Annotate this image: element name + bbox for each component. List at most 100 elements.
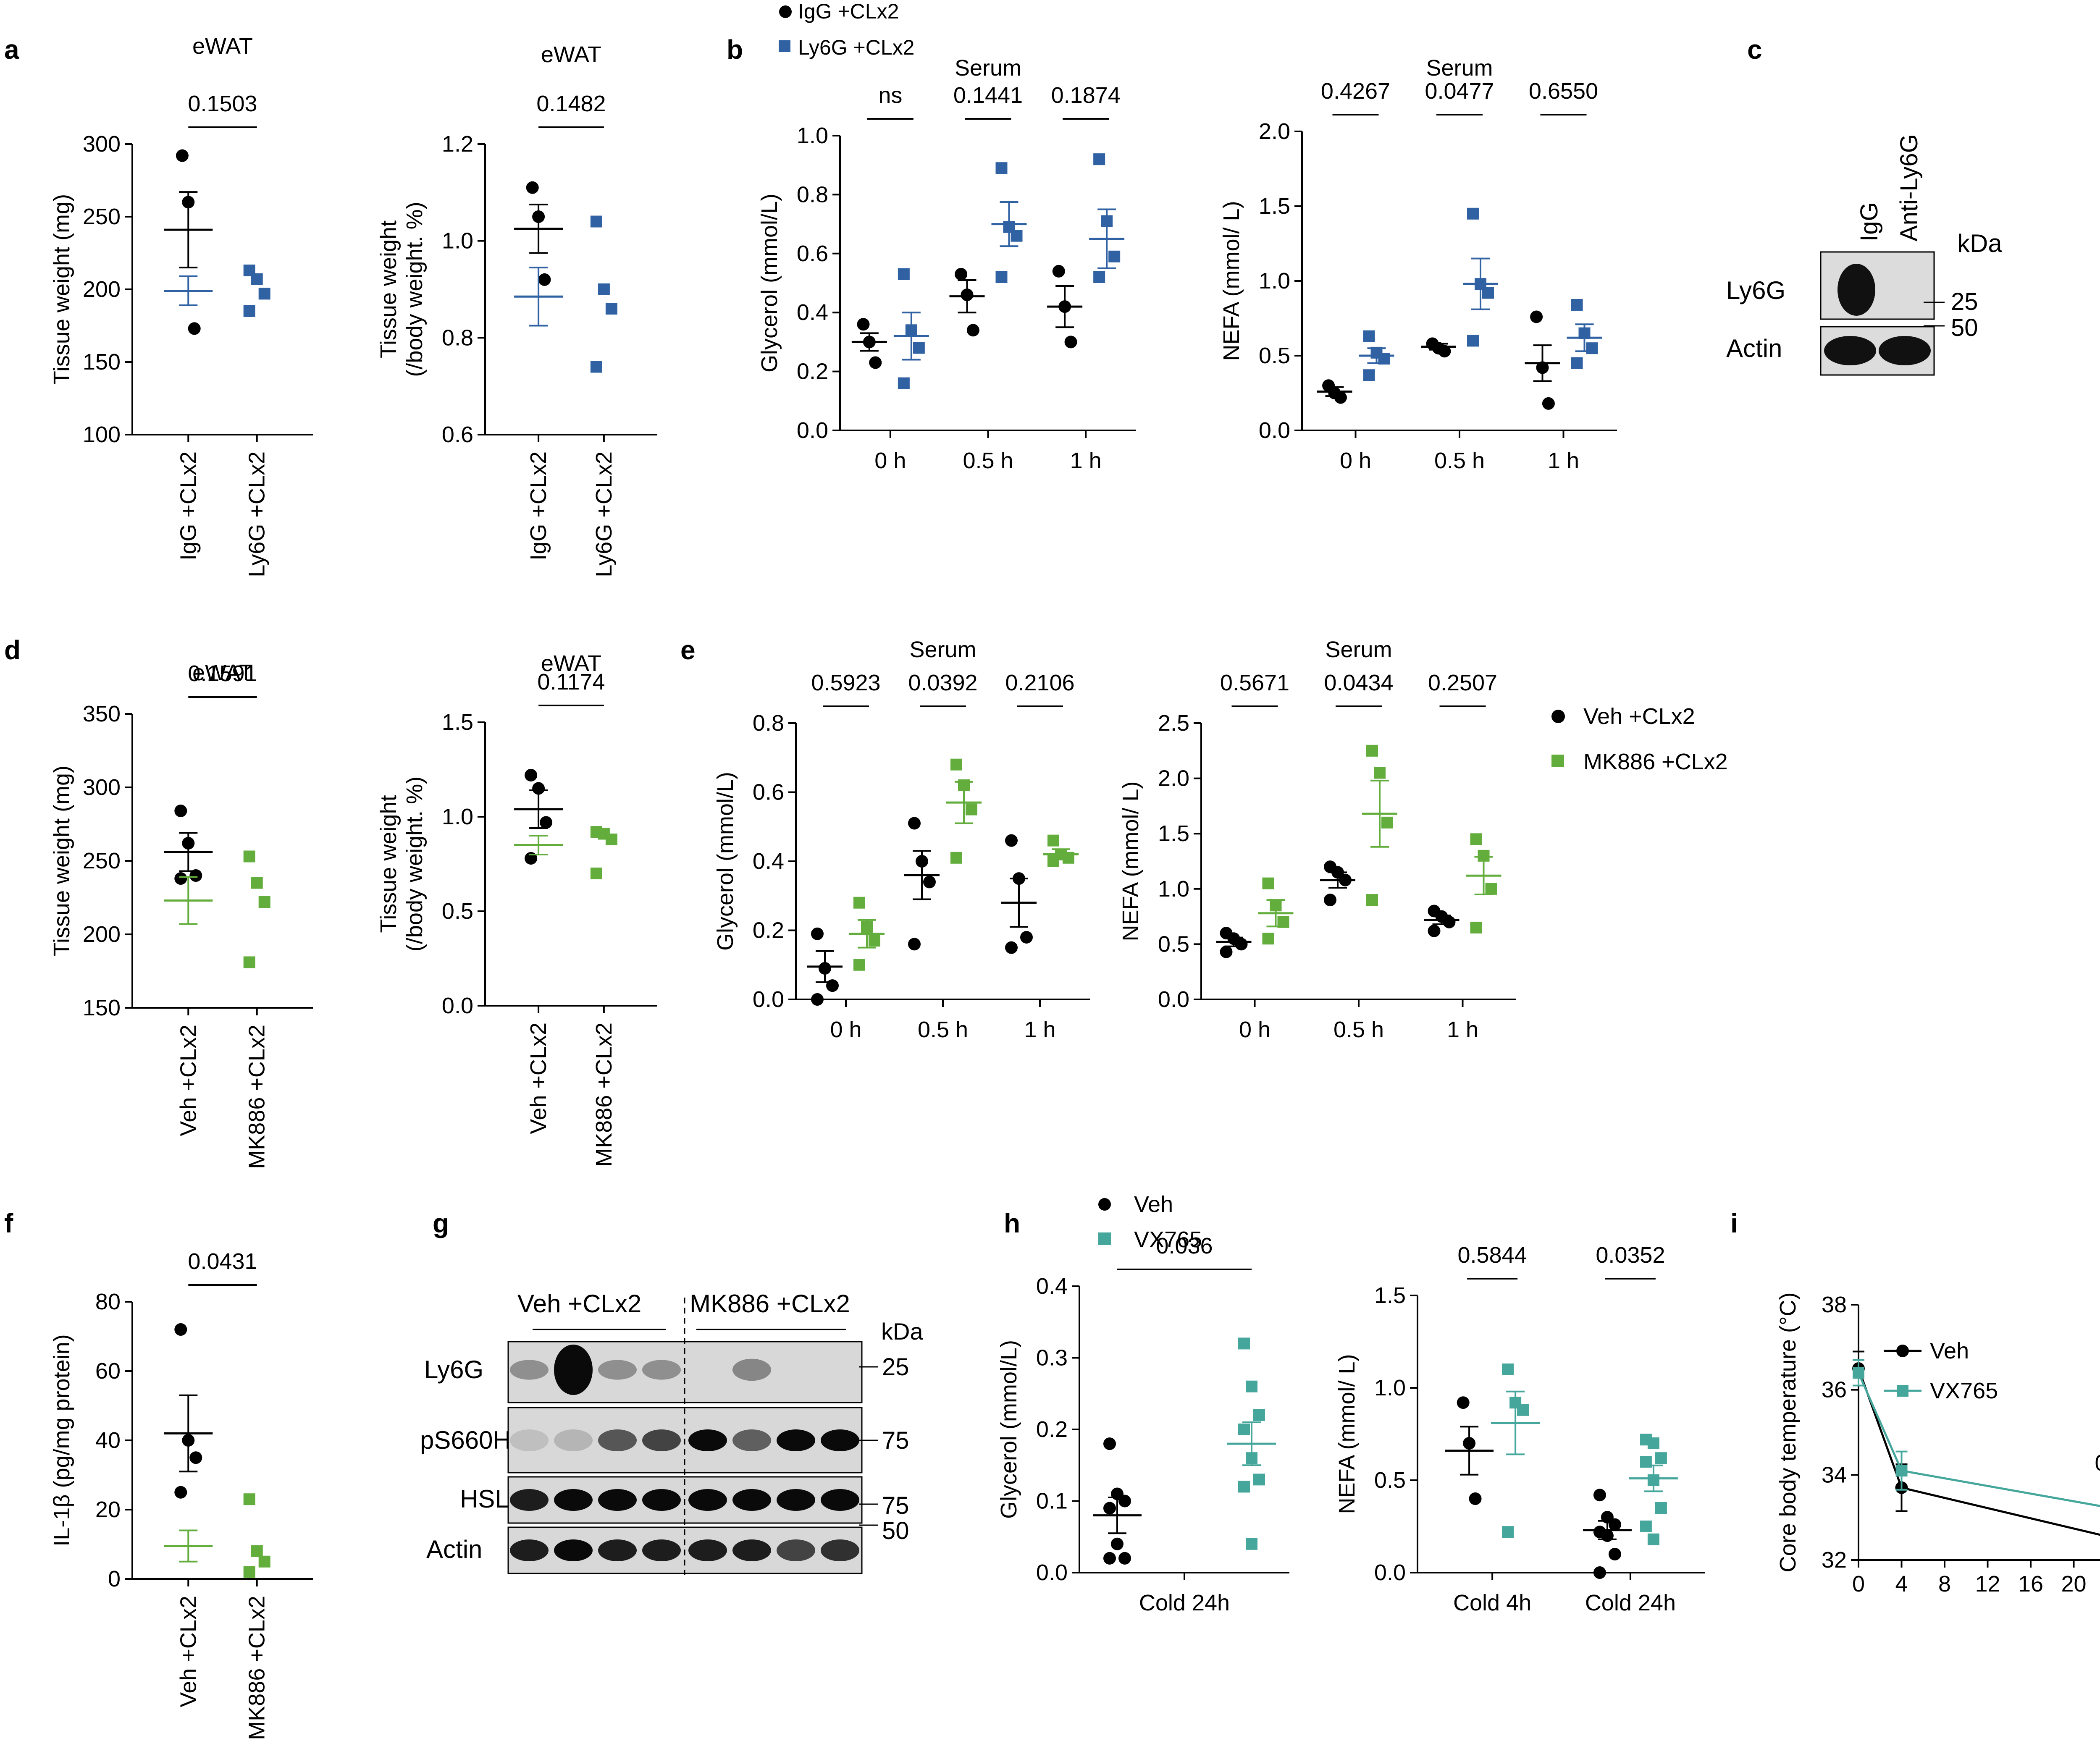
chart-f1: 0 20 40 60 80 IL-1β (pg/mg protein) Veh +CLx2 M… [49, 1249, 313, 1740]
e1-point-0-4 [908, 817, 921, 830]
d1-point-1-3 [243, 956, 255, 968]
e2-xtick-label-1: 0.5 h [1334, 1017, 1384, 1042]
b2-xtick-label-1: 0.5 h [1434, 448, 1485, 473]
i1-point-1-1 [1895, 1465, 1908, 1477]
i1-xtick-label-2: 8 [1938, 1571, 1951, 1597]
d1-pvalue-0: 0.1591 [188, 661, 257, 686]
blot-g-marker-75b: 75 [882, 1492, 909, 1519]
b2-point-1-8 [1571, 299, 1583, 311]
e1-point-1-6 [966, 803, 977, 815]
chart-d2: 0.0 0.5 1.0 1.5 Tissue weight (/body weight. … [376, 651, 657, 1167]
a1-point-1-2 [258, 288, 270, 300]
a2-ylabel-1: (/body weight. %) [402, 202, 427, 377]
e2-xtick-label-2: 1 h [1447, 1017, 1478, 1042]
h1-xtick-label-0: Cold 24h [1139, 1590, 1230, 1615]
e2-pvalue-1: 0.0434 [1324, 670, 1393, 695]
e2-pvalue-0: 0.5671 [1220, 670, 1289, 695]
i1-ytick-label-3: 38 [1822, 1292, 1847, 1317]
blot-g-band-3-0 [510, 1539, 549, 1561]
blot-c-band-box-ly6g [1820, 251, 1935, 320]
e2-ytick-label-4: 2.0 [1158, 766, 1189, 791]
b2-point-1-6 [1482, 287, 1494, 299]
e1-point-1-0 [853, 897, 865, 909]
blot-g-band-1-4 [688, 1429, 727, 1451]
d2-point-1-3 [590, 868, 602, 879]
legend-h-marker-square [1098, 1232, 1111, 1245]
e1-pvalue-2: 0.2106 [1005, 670, 1074, 695]
h2-point-1-3 [1502, 1526, 1514, 1538]
f1-point-1-3 [243, 1566, 255, 1578]
blot-g-band-2-0 [510, 1489, 549, 1511]
b2-xtick-label-0: 0 h [1340, 448, 1371, 473]
h1-ytick-label-3: 0.3 [1036, 1345, 1068, 1371]
h1-pvalue-0: 0.036 [1156, 1233, 1213, 1259]
b1-ytick-label-4: 0.8 [797, 182, 828, 207]
legend-h-label-1: VX765 [1134, 1227, 1202, 1252]
d1-ytick-label-2: 250 [83, 848, 121, 873]
a2-title: eWAT [541, 42, 601, 67]
f1-point-1-2 [258, 1555, 270, 1568]
a1-ytick-label-3: 250 [83, 204, 121, 229]
blot-g-band-2-1 [554, 1489, 593, 1511]
h1-point-1-1 [1246, 1380, 1257, 1392]
d2-ytick-label-2: 1.0 [442, 804, 473, 829]
e1-ytick-label-4: 0.8 [753, 711, 784, 736]
i1-legend-label-0: Veh [1930, 1338, 1969, 1363]
a1-ylabel-0: Tissue weight (mg) [49, 194, 74, 385]
legend-h-marker-circle [1098, 1198, 1111, 1211]
blot-c-marker-25: 25 [1951, 288, 1978, 315]
panel-letter-a: a [4, 34, 19, 65]
a2-xtick-label-0: IgG +CLx2 [526, 451, 551, 561]
b1-point-1-3 [898, 377, 910, 389]
h1-point-1-0 [1238, 1337, 1250, 1350]
a2-point-1-2 [605, 303, 617, 315]
e2-point-0-2 [1235, 938, 1248, 951]
h2-point-0-2 [1469, 1492, 1482, 1505]
legend-b-label-1: Ly6G +CLx2 [798, 36, 914, 59]
d1-point-1-1 [251, 877, 263, 889]
legend-e-label-0: Veh +CLx2 [1583, 704, 1695, 729]
blot-g-band-2-5 [732, 1489, 771, 1511]
d2-ylabel-0: Tissue weight [376, 795, 401, 933]
blot-c: IgG Anti-Ly6G kDa Ly6G Actin 25 50 [1726, 134, 2002, 376]
panel-letter-e: e [680, 635, 696, 665]
b1-title: Serum [955, 55, 1021, 81]
blot-g-band-3-5 [732, 1539, 771, 1561]
b1-point-1-8 [1093, 153, 1105, 165]
h2-xtick-label-0: Cold 4h [1453, 1590, 1531, 1615]
b1-xtick-label-2: 1 h [1070, 448, 1102, 473]
e1-point-0-0 [811, 927, 824, 940]
e2-point-1-8 [1470, 833, 1482, 845]
d1-point-1-2 [258, 896, 270, 908]
b1-ytick-label-2: 0.4 [797, 300, 828, 325]
a2-point-1-3 [590, 361, 602, 373]
d1-ytick-label-1: 200 [83, 922, 121, 947]
blot-g-group-veh: Veh +CLx2 [517, 1290, 641, 1318]
b2-ytick-label-0: 0.0 [1259, 418, 1290, 443]
a2-point-0-0 [526, 181, 539, 194]
blot-g-band-3-6 [777, 1539, 815, 1561]
legend-e-marker-square [1551, 755, 1564, 767]
i1-xtick-label-5: 20 [2061, 1571, 2086, 1597]
b1-point-1-11 [1093, 271, 1105, 283]
chart-i1: 32 34 36 38 Core body temperature (°C) 0 4 8 12 1… [1775, 1292, 2100, 1597]
e1-point-1-11 [1047, 855, 1059, 867]
blot-g-bands [510, 1345, 859, 1561]
legend-e-marker-circle [1551, 710, 1565, 723]
b1-ytick-label-0: 0.0 [797, 418, 828, 443]
e1-ytick-label-2: 0.4 [753, 849, 784, 874]
b2-point-1-11 [1571, 357, 1583, 369]
a2-ytick-label-0: 0.6 [442, 422, 473, 447]
e2-point-0-11 [1428, 924, 1441, 937]
a2-ytick-label-3: 1.2 [442, 131, 473, 157]
blot-g-band-3-7 [821, 1539, 859, 1561]
b1-xtick-label-0: 0 h [874, 448, 906, 473]
b2-ytick-label-3: 1.5 [1259, 194, 1290, 219]
b2-ylabel-0: NEFA (mmol/ L) [1219, 201, 1244, 361]
h2-point-1-6 [1655, 1452, 1667, 1464]
blot-g-band-0-5 [732, 1358, 771, 1381]
i1-ytick-label-1: 34 [1822, 1462, 1847, 1487]
e2-point-1-0 [1262, 877, 1274, 889]
b2-point-0-6 [1530, 310, 1543, 323]
e1-point-0-11 [1005, 941, 1018, 954]
